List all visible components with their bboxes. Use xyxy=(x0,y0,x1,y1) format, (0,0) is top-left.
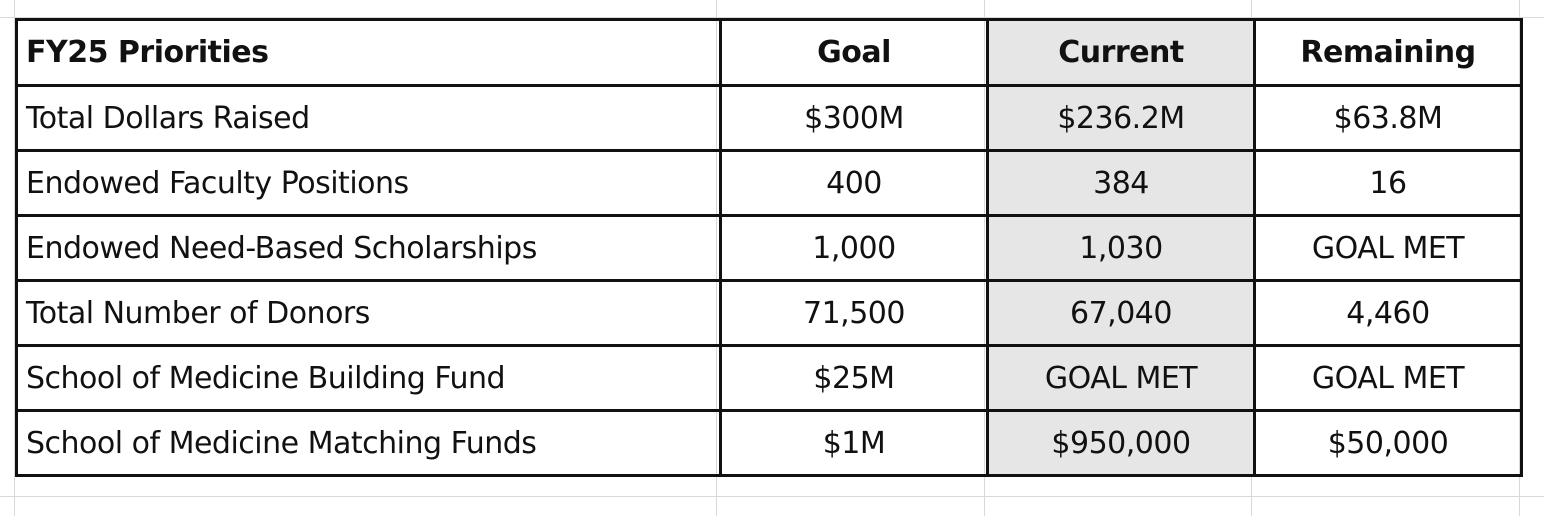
cell-remaining[interactable]: GOAL MET xyxy=(1253,344,1523,412)
cell-goal[interactable]: $1M xyxy=(719,409,989,477)
priorities-table-container: FY25 Priorities Goal Current Remaining T… xyxy=(15,18,1523,477)
header-cell-remaining[interactable]: Remaining xyxy=(1253,18,1523,87)
cell-current[interactable]: $950,000 xyxy=(986,409,1256,477)
cell-priority[interactable]: Total Dollars Raised xyxy=(15,84,722,152)
cell-goal[interactable]: $300M xyxy=(719,84,989,152)
cell-remaining[interactable]: GOAL MET xyxy=(1253,214,1523,282)
table-row: Total Number of Donors 71,500 67,040 4,4… xyxy=(15,279,1523,347)
cell-current[interactable]: 1,030 xyxy=(986,214,1256,282)
header-cell-current[interactable]: Current xyxy=(986,18,1256,87)
table-row: School of Medicine Matching Funds $1M $9… xyxy=(15,409,1523,477)
cell-remaining[interactable]: 16 xyxy=(1253,149,1523,217)
cell-current[interactable]: 384 xyxy=(986,149,1256,217)
cell-remaining[interactable]: 4,460 xyxy=(1253,279,1523,347)
header-cell-goal[interactable]: Goal xyxy=(719,18,989,87)
header-cell-priorities[interactable]: FY25 Priorities xyxy=(15,18,722,87)
header-row: FY25 Priorities Goal Current Remaining xyxy=(15,18,1523,87)
table-row: Total Dollars Raised $300M $236.2M $63.8… xyxy=(15,84,1523,152)
cell-goal[interactable]: 400 xyxy=(719,149,989,217)
cell-priority[interactable]: Endowed Need-Based Scholarships xyxy=(15,214,722,282)
table-row: School of Medicine Building Fund $25M GO… xyxy=(15,344,1523,412)
gridline xyxy=(0,496,1544,497)
table-row: Endowed Need-Based Scholarships 1,000 1,… xyxy=(15,214,1523,282)
cell-goal[interactable]: 71,500 xyxy=(719,279,989,347)
cell-priority[interactable]: Endowed Faculty Positions xyxy=(15,149,722,217)
table-row: Endowed Faculty Positions 400 384 16 xyxy=(15,149,1523,217)
cell-priority[interactable]: School of Medicine Building Fund xyxy=(15,344,722,412)
cell-current[interactable]: $236.2M xyxy=(986,84,1256,152)
cell-priority[interactable]: Total Number of Donors xyxy=(15,279,722,347)
cell-remaining[interactable]: $50,000 xyxy=(1253,409,1523,477)
priorities-table: FY25 Priorities Goal Current Remaining T… xyxy=(15,18,1523,477)
cell-current[interactable]: 67,040 xyxy=(986,279,1256,347)
cell-goal[interactable]: $25M xyxy=(719,344,989,412)
cell-current[interactable]: GOAL MET xyxy=(986,344,1256,412)
cell-goal[interactable]: 1,000 xyxy=(719,214,989,282)
cell-priority[interactable]: School of Medicine Matching Funds xyxy=(15,409,722,477)
cell-remaining[interactable]: $63.8M xyxy=(1253,84,1523,152)
